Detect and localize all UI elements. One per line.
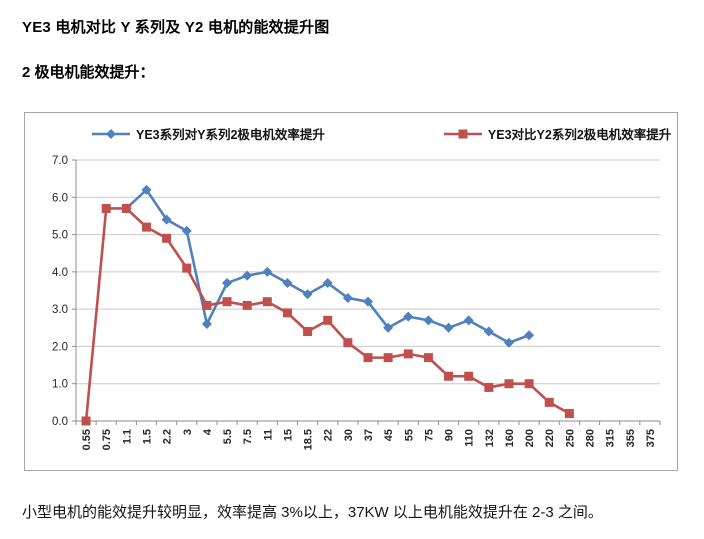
axes <box>72 159 661 425</box>
chart: YE3系列对Y系列2极电机效率提升 YE3对比Y2系列2极电机效率提升 0.0 1… <box>24 112 678 471</box>
svg-text:355: 355 <box>625 429 637 447</box>
gridlines <box>76 159 660 385</box>
svg-text:5.0: 5.0 <box>52 230 68 242</box>
svg-text:90: 90 <box>444 429 456 441</box>
legend-item-ye3-vs-y2: YE3对比Y2系列2极电机效率提升 <box>443 124 671 143</box>
svg-text:315: 315 <box>605 429 617 447</box>
legend-label-ye3-vs-y2: YE3对比Y2系列2极电机效率提升 <box>487 128 672 142</box>
page-title: YE3 电机对比 Y 系列及 Y2 电机的能效提升图 <box>22 19 330 36</box>
series-square-line <box>81 203 574 426</box>
svg-text:250: 250 <box>564 429 576 447</box>
svg-text:11: 11 <box>262 429 274 441</box>
svg-text:75: 75 <box>423 429 435 441</box>
svg-text:22: 22 <box>323 429 335 441</box>
svg-text:1.5: 1.5 <box>141 429 153 444</box>
legend-label-ye3-vs-y: YE3系列对Y系列2极电机效率提升 <box>136 128 325 142</box>
svg-text:7.0: 7.0 <box>52 155 68 167</box>
svg-text:220: 220 <box>544 429 556 447</box>
svg-text:4.0: 4.0 <box>52 267 68 279</box>
svg-text:3.0: 3.0 <box>52 304 68 316</box>
svg-text:55: 55 <box>403 429 415 441</box>
svg-text:0.0: 0.0 <box>52 416 68 428</box>
svg-text:30: 30 <box>343 429 355 441</box>
svg-text:18.5: 18.5 <box>303 429 315 450</box>
square-marker-icon <box>443 129 482 138</box>
diamond-marker-icon <box>92 128 130 139</box>
section-subtitle: 2 极电机能效提升： <box>22 64 155 81</box>
svg-text:5.5: 5.5 <box>222 429 234 444</box>
footnote-text: 小型电机的能效提升较明显，效率提高 3%以上，37KW 以上电机能效提升在 2-… <box>22 504 603 521</box>
svg-text:4: 4 <box>202 428 214 435</box>
svg-text:3: 3 <box>182 429 194 435</box>
svg-text:1.0: 1.0 <box>52 379 68 391</box>
svg-text:37: 37 <box>363 429 375 441</box>
svg-text:132: 132 <box>484 429 496 447</box>
svg-text:45: 45 <box>383 429 395 441</box>
svg-text:0.55: 0.55 <box>81 429 93 450</box>
svg-text:6.0: 6.0 <box>52 192 68 204</box>
chart-legend: YE3系列对Y系列2极电机效率提升 YE3对比Y2系列2极电机效率提升 <box>25 124 677 143</box>
svg-text:160: 160 <box>504 429 516 447</box>
svg-text:2.2: 2.2 <box>162 429 174 444</box>
x-axis-labels: 0.55 0.75 1.1 1.5 2.2 3 4 5.5 7.5 11 15 18.5 22 30 37 4… <box>81 428 657 450</box>
svg-text:200: 200 <box>524 429 536 447</box>
y-axis-labels: 0.0 1.0 2.0 3.0 4.0 5.0 6.0 7.0 <box>52 155 68 428</box>
svg-text:1.1: 1.1 <box>121 429 133 444</box>
svg-text:280: 280 <box>585 429 597 447</box>
svg-text:2.0: 2.0 <box>52 341 68 353</box>
legend-item-ye3-vs-y: YE3系列对Y系列2极电机效率提升 <box>91 124 325 143</box>
svg-text:7.5: 7.5 <box>242 429 254 444</box>
svg-text:0.75: 0.75 <box>101 429 113 450</box>
svg-text:375: 375 <box>645 429 657 447</box>
svg-text:110: 110 <box>464 429 476 447</box>
plot-area: 0.0 1.0 2.0 3.0 4.0 5.0 6.0 7.0 0.55 0.75 1.1 1.5 2.… <box>52 155 661 450</box>
svg-text:15: 15 <box>282 429 294 441</box>
